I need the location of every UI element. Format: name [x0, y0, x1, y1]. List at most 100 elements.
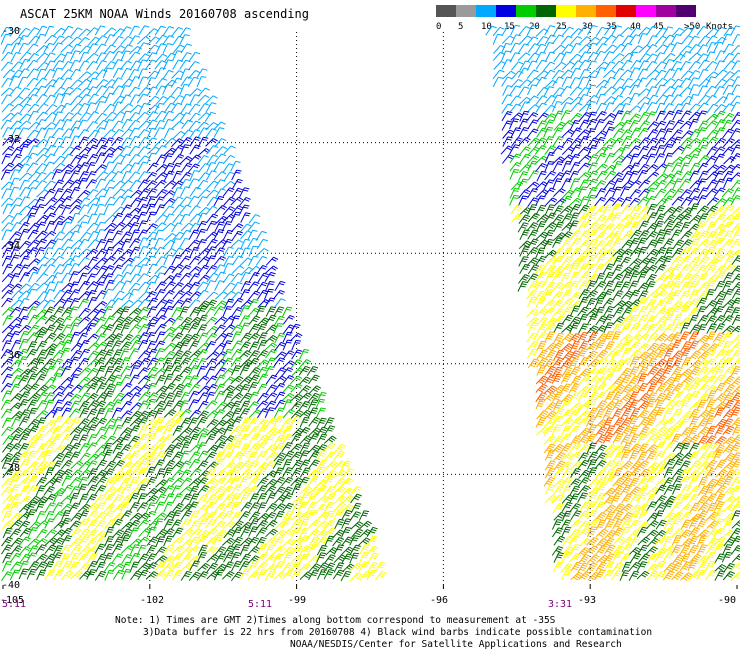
- wind-barb: [585, 76, 596, 88]
- wind-barb: [569, 178, 580, 190]
- wind-barb: [350, 493, 362, 504]
- wind-barb: [94, 570, 107, 581]
- wind-barb: [53, 221, 64, 232]
- wind-barb: [281, 306, 293, 318]
- wind-barb: [323, 569, 335, 580]
- wind-barb: [492, 69, 505, 80]
- wind-barb: [53, 53, 66, 63]
- wind-barb: [704, 94, 718, 105]
- wind-barb: [561, 289, 573, 300]
- wind-barb: [2, 145, 15, 156]
- wind-barb: [706, 164, 720, 173]
- wind-barb: [570, 28, 584, 37]
- wind-barb: [36, 61, 49, 71]
- wind-barb: [544, 197, 558, 207]
- wind-barb: [595, 483, 606, 495]
- wind-barb: [188, 426, 201, 437]
- wind-barb: [722, 230, 734, 241]
- wind-barb: [264, 511, 277, 522]
- wind-barb: [654, 510, 664, 522]
- wind-barb: [722, 239, 735, 249]
- wind-barb: [704, 384, 718, 394]
- wind-barb: [704, 560, 716, 572]
- wind-barb: [714, 485, 727, 495]
- wind-barb: [188, 291, 202, 301]
- wind-barb: [112, 154, 125, 164]
- note-line-2: 3)Data buffer is 22 hrs from 20160708 4)…: [143, 627, 653, 638]
- wind-barb: [629, 536, 641, 547]
- wind-barb: [231, 571, 243, 582]
- wind-barb: [646, 376, 659, 386]
- wind-barb: [585, 263, 597, 275]
- wind-barb: [730, 325, 740, 335]
- wind-barb: [553, 52, 566, 63]
- wind-barb: [145, 502, 156, 513]
- wind-barb: [645, 264, 658, 274]
- wind-barb: [180, 333, 193, 344]
- wind-barb: [629, 204, 642, 215]
- wind-barb: [112, 180, 125, 190]
- wind-barb: [697, 409, 711, 419]
- wind-barb: [180, 68, 191, 80]
- wind-barb: [603, 487, 616, 497]
- wind-barb: [681, 375, 694, 385]
- wind-barb: [51, 460, 63, 471]
- wind-barb: [138, 392, 151, 402]
- wind-barb: [492, 76, 504, 88]
- wind-barb: [578, 340, 590, 351]
- wind-barb: [9, 330, 21, 342]
- wind-barb: [230, 272, 243, 283]
- wind-barb: [628, 391, 639, 402]
- wind-barb: [231, 536, 244, 547]
- wind-barb: [663, 348, 674, 359]
- wind-barb: [517, 67, 529, 78]
- wind-barb: [129, 417, 143, 427]
- wind-barb: [247, 546, 260, 556]
- wind-barb: [206, 213, 219, 224]
- wind-barb: [26, 247, 39, 257]
- wind-barb: [518, 214, 531, 224]
- wind-barb: [637, 306, 648, 317]
- wind-barb: [578, 196, 589, 208]
- wind-barb: [60, 407, 72, 418]
- wind-barb: [298, 527, 309, 539]
- wind-barb: [145, 281, 157, 292]
- wind-barb: [638, 416, 651, 427]
- wind-barb: [204, 280, 216, 291]
- wind-barb: [587, 331, 599, 343]
- wind-barb: [359, 544, 371, 555]
- wind-barb: [146, 44, 160, 54]
- wind-barb: [535, 204, 547, 216]
- wind-barb: [94, 357, 106, 368]
- wind-barb: [1, 247, 13, 259]
- wind-barb: [145, 562, 158, 572]
- wind-barb: [129, 392, 142, 402]
- wind-barb: [28, 521, 41, 531]
- wind-barb: [536, 112, 549, 122]
- wind-barb: [730, 366, 740, 377]
- wind-barb: [664, 399, 676, 410]
- wind-barb: [663, 458, 676, 469]
- wind-barb: [1, 520, 15, 530]
- wind-barb: [687, 274, 700, 284]
- wind-barb: [206, 238, 218, 249]
- wind-barb: [619, 470, 633, 480]
- wind-barb: [256, 462, 270, 471]
- wind-barb: [561, 247, 573, 258]
- wind-barb: [179, 469, 192, 480]
- wind-barb: [679, 120, 693, 130]
- wind-barb: [315, 521, 329, 530]
- wind-barb: [60, 136, 71, 147]
- wind-barb: [664, 495, 677, 505]
- wind-barb: [595, 383, 607, 393]
- wind-barb: [264, 570, 276, 582]
- wind-barb: [112, 196, 125, 206]
- wind-barb: [629, 212, 641, 224]
- wind-barb: [662, 323, 675, 334]
- wind-barb: [197, 392, 209, 403]
- wind-barb: [273, 306, 285, 317]
- wind-barb: [94, 112, 108, 123]
- wind-barb: [231, 520, 244, 530]
- wind-barb: [111, 264, 123, 275]
- wind-barb: [679, 50, 692, 61]
